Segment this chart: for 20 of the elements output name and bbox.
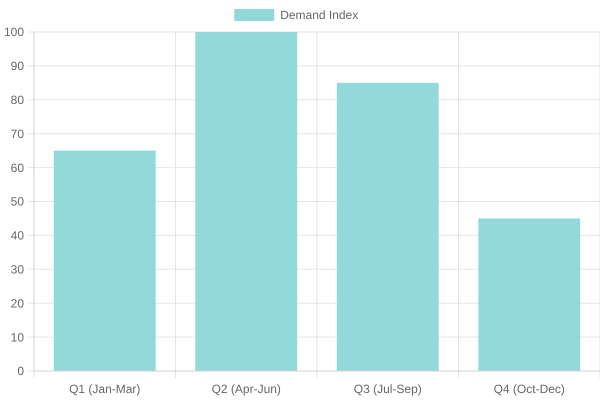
x-tick-label: Q4 (Oct-Dec) [494,382,565,396]
y-tick-label: 60 [10,160,24,175]
y-tick-label: 80 [10,93,24,107]
x-tick-label: Q2 (Apr-Jun) [212,382,281,396]
x-tick-label: Q3 (Jul-Sep) [354,382,422,396]
y-tick-label: 10 [10,330,24,344]
bar [195,32,298,371]
y-tick-label: 30 [10,262,24,276]
bar [336,82,439,371]
legend-label: Demand Index [280,8,358,22]
y-tick-label: 50 [10,194,24,209]
y-tick-label: 90 [10,59,24,74]
y-tick-label: 20 [10,296,24,310]
y-tick-label: 70 [10,126,24,141]
bar [54,150,156,371]
y-tick-label: 0 [17,364,24,378]
y-tick-label: 100 [4,25,24,40]
x-tick-label: Q1 (Jan-Mar) [69,382,140,396]
y-tick-label: 40 [10,228,24,243]
bar [478,218,580,371]
